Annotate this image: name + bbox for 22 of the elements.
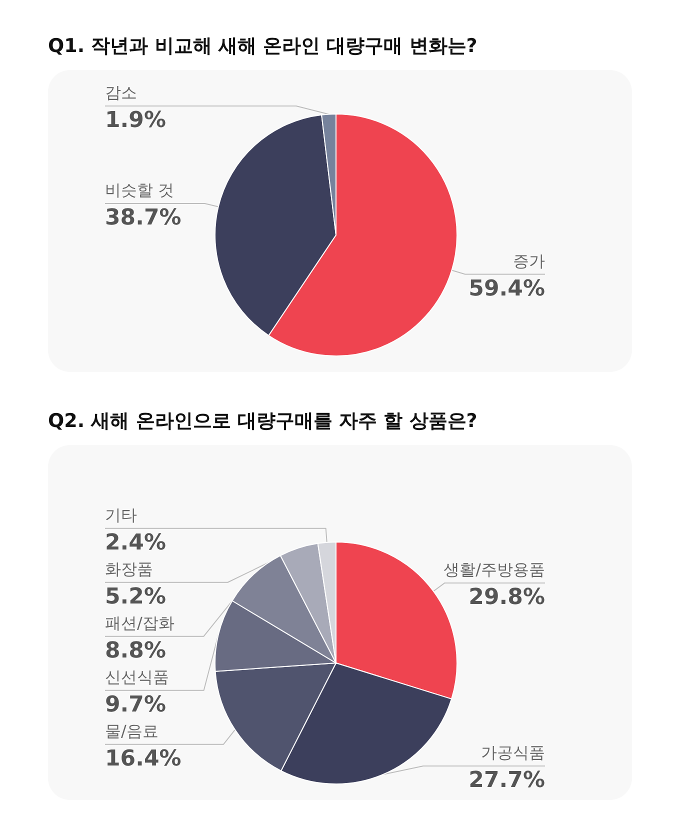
chart-title: Q2. 새해 온라인으로 대량구매를 자주 할 상품은? [48,410,478,432]
slice-label: 증가 [513,251,545,270]
chart-title: Q1. 작년과 비교해 새해 온라인 대량구매 변화는? [48,35,478,57]
slice-label: 가공식품 [481,743,545,762]
slice-label: 신선식품 [105,667,169,686]
slice-label: 패션/잡화 [105,613,174,632]
data-label: 27.7% [468,768,545,793]
data-label: 38.7% [105,205,182,230]
data-label: 59.4% [468,276,545,302]
slice-label: 화장품 [105,559,153,578]
data-label: 2.4% [105,530,166,556]
data-label: 5.2% [105,584,166,610]
data-label: 1.9% [105,108,166,133]
data-label: 29.8% [468,584,545,610]
data-label: 16.4% [105,746,182,772]
data-label: 9.7% [105,692,166,718]
data-label: 8.8% [105,638,166,664]
slice-label: 기타 [105,505,137,524]
slice-label: 감소 [105,83,137,102]
slice-label: 비슷할 것 [105,180,174,200]
slice-label: 생활/주방용품 [444,560,545,579]
slice-label: 물/음료 [105,721,158,740]
